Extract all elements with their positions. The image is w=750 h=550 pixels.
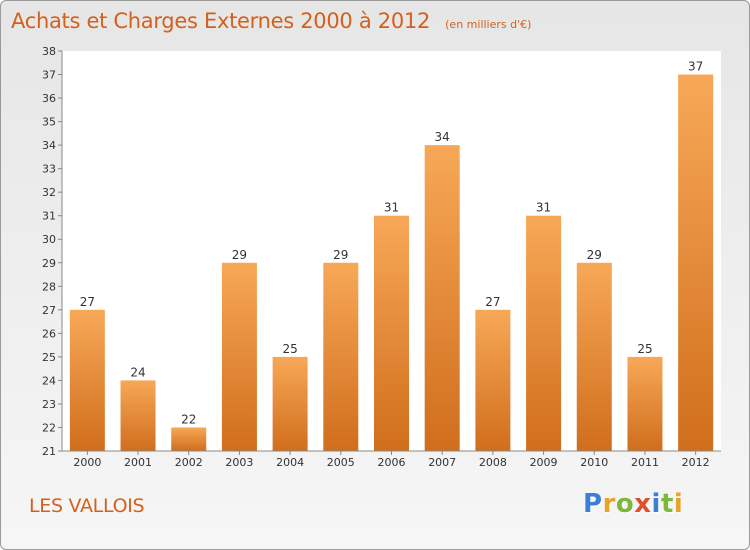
x-tick-label: 2010 — [580, 456, 608, 469]
y-tick-label: 25 — [42, 351, 56, 364]
y-tick-label: 33 — [42, 163, 56, 176]
x-tick-label: 2005 — [327, 456, 355, 469]
bar-value-label: 31 — [536, 201, 551, 215]
y-tick-label: 37 — [42, 69, 56, 82]
bar-value-label: 22 — [181, 412, 196, 426]
chart-subtitle: (en milliers d'€) — [445, 18, 532, 31]
y-tick-label: 30 — [42, 233, 56, 246]
bar-value-label: 27 — [80, 295, 95, 309]
bar — [576, 262, 612, 451]
bar-value-label: 24 — [130, 365, 145, 379]
x-tick-label: 2002 — [175, 456, 203, 469]
y-tick-label: 26 — [42, 327, 56, 340]
bar — [526, 215, 562, 451]
bar-value-label: 25 — [282, 342, 297, 356]
bar — [221, 262, 257, 451]
y-tick-label: 27 — [42, 304, 56, 317]
x-tick-label: 2004 — [276, 456, 304, 469]
bar — [627, 356, 663, 451]
chart-title: Achats et Charges Externes 2000 à 2012 — [11, 9, 431, 33]
y-tick-label: 35 — [42, 116, 56, 129]
bar — [475, 309, 511, 451]
logo-letter: x — [634, 489, 652, 519]
y-tick-label: 24 — [42, 374, 56, 387]
bars: 27 24 22 29 25 29 31 34 27 31 29 25 37 — [69, 60, 714, 451]
bar-value-label: 29 — [232, 248, 247, 262]
place-name: LES VALLOIS — [29, 495, 145, 517]
bar-value-label: 27 — [485, 295, 500, 309]
y-axis: 21 22 23 24 25 26 27 28 29 30 31 32 33 34 35 36 37 38 — [42, 45, 63, 458]
bar-value-label: 29 — [333, 248, 348, 262]
bar-value-label: 29 — [587, 248, 602, 262]
bar-value-label: 37 — [688, 60, 703, 74]
x-tick-label: 2008 — [479, 456, 507, 469]
x-axis: 2000 2001 2002 2003 2004 2005 2006 2007 2008 2009… — [62, 450, 721, 469]
y-tick-label: 34 — [42, 139, 56, 152]
logo-letter: P — [583, 489, 603, 519]
x-tick-label: 2006 — [378, 456, 406, 469]
logo-letter: t — [660, 489, 674, 519]
x-tick-label: 2000 — [73, 456, 101, 469]
bar-value-label: 25 — [637, 342, 652, 356]
proxiti-logo[interactable]: Proxiti — [583, 489, 683, 519]
bar-value-label: 34 — [435, 130, 450, 144]
logo-letter: r — [602, 489, 616, 519]
bar — [120, 380, 156, 451]
y-tick-label: 38 — [42, 45, 56, 58]
x-tick-label: 2007 — [428, 456, 456, 469]
bar — [424, 145, 460, 451]
x-tick-label: 2009 — [530, 456, 558, 469]
bar — [272, 356, 308, 451]
bar — [678, 74, 714, 451]
y-tick-label: 31 — [42, 210, 56, 223]
logo-letter: i — [673, 489, 684, 519]
bar — [323, 262, 359, 451]
bar-value-label: 31 — [384, 201, 399, 215]
bar — [69, 309, 105, 451]
x-tick-label: 2011 — [631, 456, 659, 469]
y-tick-label: 23 — [42, 398, 56, 411]
logo-letter: i — [651, 489, 661, 519]
bar — [374, 215, 409, 451]
y-tick-label: 36 — [42, 92, 56, 105]
bar — [171, 427, 207, 451]
x-tick-label: 2003 — [225, 456, 253, 469]
y-tick-label: 21 — [42, 445, 56, 458]
logo-letter: o — [615, 489, 635, 519]
y-tick-label: 28 — [42, 280, 56, 293]
y-tick-label: 29 — [42, 257, 56, 270]
x-tick-label: 2012 — [682, 456, 710, 469]
title-row: Achats et Charges Externes 2000 à 2012 (… — [11, 9, 531, 33]
y-tick-label: 32 — [42, 186, 56, 199]
x-tick-label: 2001 — [124, 456, 152, 469]
y-tick-label: 22 — [42, 421, 56, 434]
